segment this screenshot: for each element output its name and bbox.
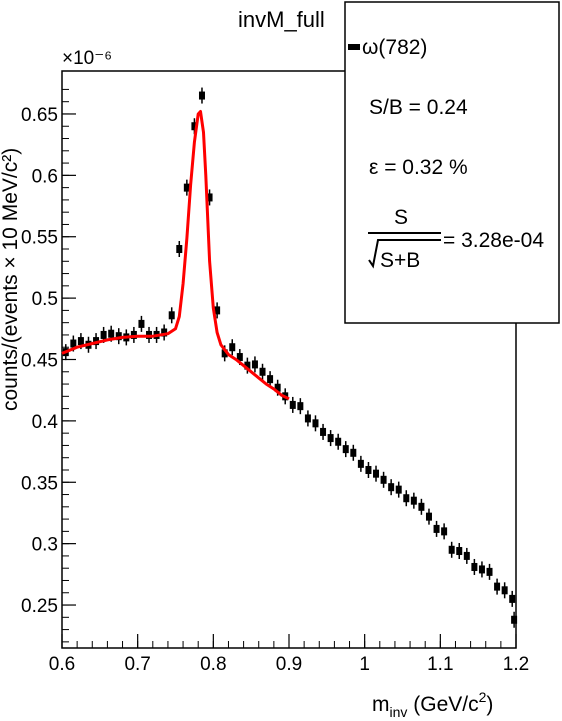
legend-sig-denominator: S+B — [380, 249, 420, 272]
data-point — [100, 330, 107, 339]
data-point — [511, 615, 518, 624]
data-point — [365, 465, 372, 474]
legend-sig-numerator: S — [394, 206, 408, 229]
x-tick-label: 1 — [359, 654, 370, 675]
legend-box: ω(782) S/B = 0.24 ε = 0.32 % S S+B = 3.2… — [344, 1, 560, 324]
axis-tick-labels: 0.6 0.7 0.8 0.9 1 1.1 1.2 0.25 0.3 0.35 0.4 0.45 0.5… — [21, 105, 529, 675]
x-axis-title-sup: 2 — [479, 689, 487, 705]
y-tick-label: 0.3 — [32, 535, 58, 556]
data-point — [161, 328, 168, 337]
data-point — [350, 448, 357, 457]
data-point — [509, 594, 516, 603]
data-point — [327, 434, 334, 443]
data-point — [229, 343, 236, 352]
data-point — [168, 311, 175, 320]
data-point — [70, 339, 77, 348]
data-point — [425, 512, 432, 521]
data-point — [463, 551, 470, 560]
data-point — [274, 383, 281, 392]
y-tick-label: 0.65 — [21, 105, 58, 126]
data-point — [486, 567, 493, 576]
data-point — [297, 402, 304, 411]
data-point — [395, 485, 402, 494]
y-tick-label: 0.5 — [32, 289, 58, 310]
data-point — [183, 183, 190, 192]
legend-entry-omega: ω(782) — [362, 36, 427, 59]
legend-frame — [344, 1, 560, 324]
data-point — [448, 545, 455, 554]
data-point — [410, 496, 417, 505]
legend-sb: S/B = 0.24 — [369, 96, 468, 119]
data-point — [373, 469, 380, 478]
axis-ticks — [61, 88, 517, 648]
data-point — [357, 459, 364, 468]
data-point — [501, 586, 508, 595]
data-point — [206, 193, 213, 202]
data-point — [441, 527, 448, 536]
fit-curve — [61, 110, 290, 401]
y-tick-label: 0.6 — [32, 166, 58, 187]
data-point — [191, 122, 198, 131]
data-point — [138, 319, 145, 328]
data-point — [320, 427, 327, 436]
data-point — [494, 582, 501, 591]
data-point — [77, 337, 84, 346]
legend-sig-value: = 3.28e-04 — [443, 229, 544, 252]
data-point — [471, 562, 478, 571]
data-point — [335, 437, 342, 446]
data-point — [236, 353, 243, 362]
x-tick-label: 0.8 — [200, 654, 226, 675]
data-point — [198, 91, 205, 100]
x-axis-title-unit: (GeV/c — [407, 693, 478, 716]
data-point — [418, 502, 425, 511]
data-point — [478, 565, 485, 574]
data-point — [289, 400, 296, 409]
legend-efficiency: ε = 0.32 % — [369, 156, 468, 179]
x-tick-label: 1.1 — [427, 654, 453, 675]
data-point — [214, 306, 221, 315]
data-point — [456, 547, 463, 556]
data-point — [244, 361, 251, 370]
data-point — [108, 329, 115, 338]
legend-sqrt-sign — [368, 239, 441, 269]
data-point — [304, 414, 311, 423]
x-tick-label: 0.7 — [124, 654, 150, 675]
legend-marker — [348, 44, 360, 50]
y-tick-label: 0.35 — [21, 473, 58, 494]
y-tick-label: 0.45 — [21, 351, 58, 372]
x-tick-label: 1.2 — [503, 654, 529, 675]
x-axis-title-m: m — [372, 693, 390, 716]
x-axis-title-sub: inv — [390, 704, 408, 720]
chart-title: invM_full — [238, 7, 325, 32]
data-point — [342, 445, 349, 454]
data-point — [433, 524, 440, 533]
data-point — [312, 419, 319, 428]
fit-curve-group — [61, 110, 290, 401]
y-tick-label: 0.4 — [32, 412, 59, 433]
data-point — [403, 494, 410, 503]
y-tick-label: 0.55 — [21, 228, 58, 249]
data-point — [388, 483, 395, 492]
x-tick-label: 0.9 — [276, 654, 302, 675]
x-axis-title: minv (GeV/c2) — [372, 689, 493, 720]
data-point — [130, 330, 137, 339]
data-point — [380, 475, 387, 484]
data-point — [115, 332, 122, 341]
data-point — [221, 349, 228, 358]
data-point — [176, 245, 183, 254]
data-point — [259, 367, 266, 376]
y-exponent-label: ×10⁻⁶ — [62, 48, 112, 69]
y-axis-title: counts/(events × 10 MeV/c²) — [0, 148, 22, 411]
data-point — [251, 360, 258, 369]
x-tick-label: 0.6 — [49, 654, 75, 675]
data-point — [267, 375, 274, 384]
y-tick-label: 0.25 — [21, 596, 58, 617]
x-axis-title-close: ) — [486, 693, 493, 716]
